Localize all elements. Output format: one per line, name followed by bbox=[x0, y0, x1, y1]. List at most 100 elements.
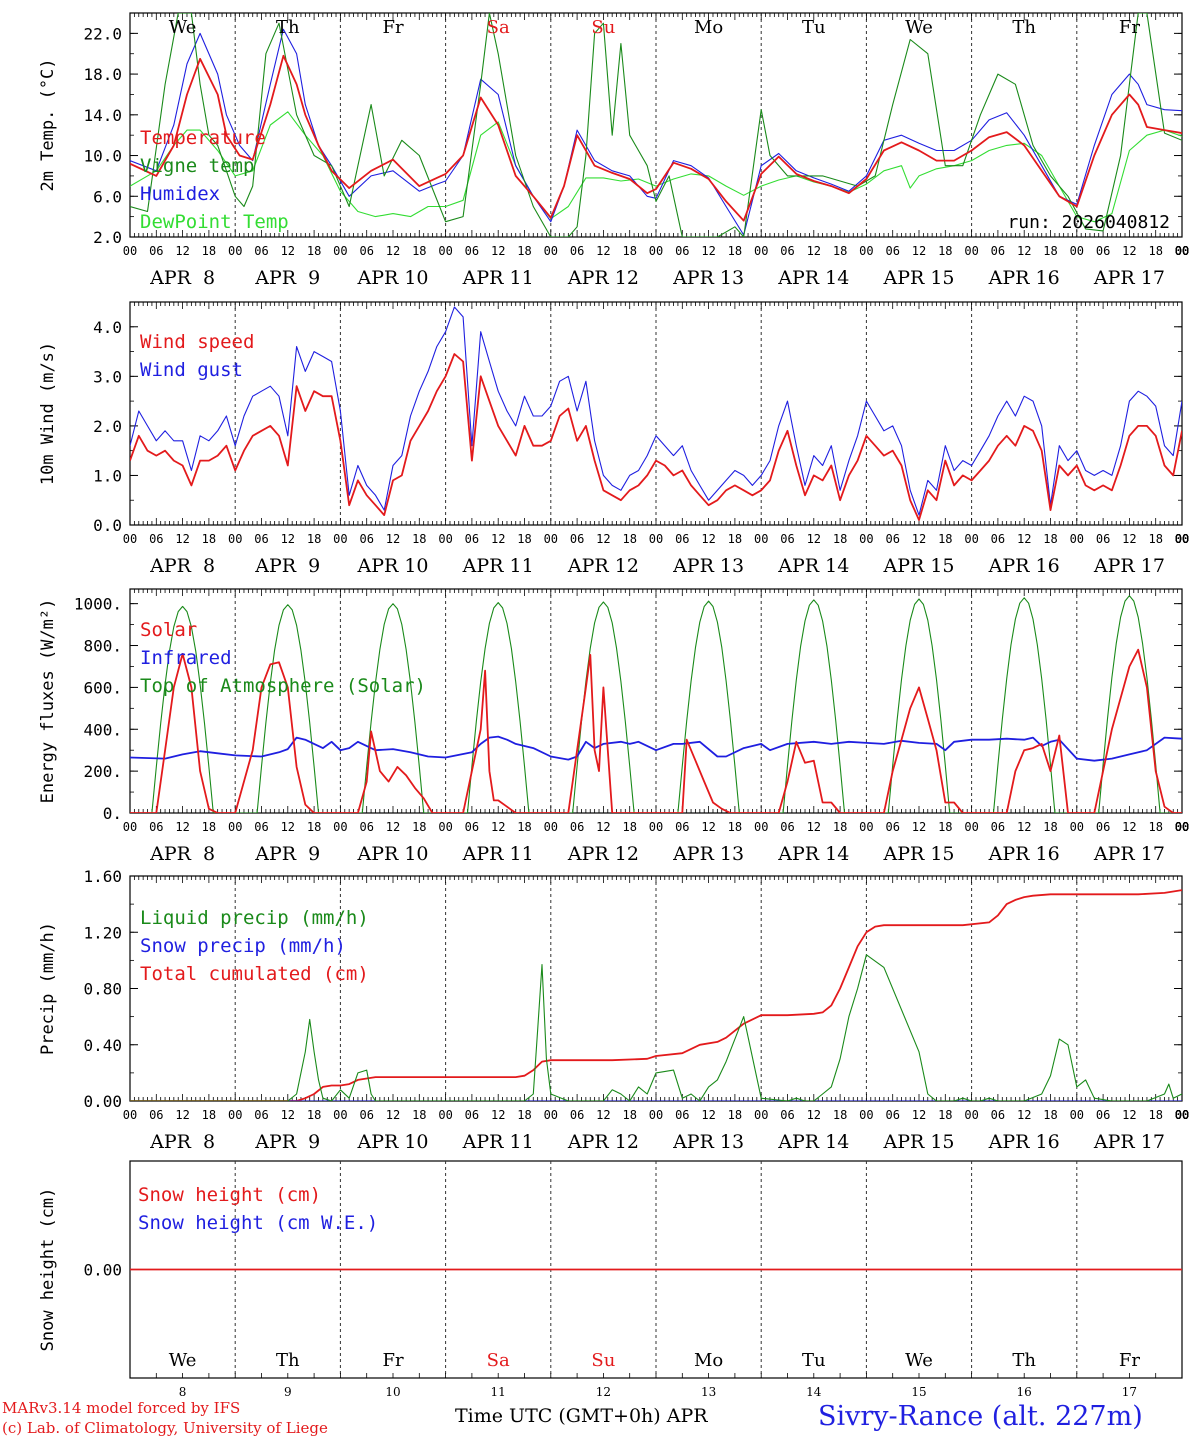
precip-series-line bbox=[130, 954, 1182, 1101]
energy-hour-label: 06 bbox=[570, 820, 584, 834]
wind-date-label: APR 14 bbox=[777, 555, 849, 577]
snow-day-date: 14 bbox=[806, 1385, 822, 1399]
precip-hour-label: 18 bbox=[833, 1108, 847, 1122]
temp-hour-label: 00 bbox=[1175, 244, 1189, 258]
wind-series-group bbox=[130, 306, 1182, 521]
precip-hour-label: 00 bbox=[859, 1108, 873, 1122]
temp-day-name: Fr bbox=[1119, 17, 1140, 38]
temp-hour-label: 18 bbox=[728, 244, 742, 258]
precip-hour-label: 00 bbox=[1175, 1108, 1189, 1122]
precip-series-group bbox=[130, 889, 1182, 1101]
wind-hour-label: 06 bbox=[359, 532, 373, 546]
wind-panel: 00 06 12 18 00 00 06 12 18 00 00 06 12 18 00 00 06 12 18 00… bbox=[38, 301, 1189, 577]
energy-date-label: APR 9 bbox=[254, 843, 320, 865]
temp-legend-entry: DewPoint Temp bbox=[140, 211, 289, 233]
wind-hour-label: 00 bbox=[544, 532, 558, 546]
temp-hour-label: 18 bbox=[938, 244, 952, 258]
temp-hour-label: 00 bbox=[1175, 244, 1189, 258]
energy-y-tick-label: 600. bbox=[83, 678, 122, 697]
wind-legend-entry: Wind gust bbox=[140, 359, 243, 381]
energy-hour-label: 06 bbox=[991, 820, 1005, 834]
precip-hour-label: 12 bbox=[1017, 1108, 1031, 1122]
precip-hour-label: 00 bbox=[1175, 1108, 1189, 1122]
temp-hour-label: 06 bbox=[780, 244, 794, 258]
temp-hour-label: 00 bbox=[1175, 244, 1189, 258]
energy-date-label: APR 11 bbox=[462, 843, 534, 865]
wind-hour-label: 12 bbox=[281, 532, 295, 546]
wind-hour-label: 00 bbox=[964, 532, 978, 546]
precip-hour-label: 00 bbox=[228, 1108, 242, 1122]
temp-series-line bbox=[130, 28, 1182, 236]
temp-hour-label: 00 bbox=[964, 244, 978, 258]
energy-hour-label: 00 bbox=[544, 820, 558, 834]
energy-panel: 00 06 12 18 00 00 06 12 18 00 00 06 12 18 00 00 06 12 18 00… bbox=[38, 588, 1189, 865]
energy-hour-label: 00 bbox=[1175, 820, 1189, 834]
precip-date-label: APR 8 bbox=[149, 1131, 215, 1153]
temp-hour-label: 00 bbox=[1175, 244, 1189, 258]
temp-hour-label: 12 bbox=[281, 244, 295, 258]
wind-hour-label: 06 bbox=[675, 532, 689, 546]
energy-hour-label: 18 bbox=[833, 820, 847, 834]
station-label: Sivry-Rance (alt. 227m) bbox=[818, 1401, 1143, 1432]
temp-day-name: Th bbox=[276, 17, 300, 38]
precip-hour-label: 12 bbox=[491, 1108, 505, 1122]
energy-hour-label: 00 bbox=[333, 820, 347, 834]
temp-hour-label: 18 bbox=[622, 244, 636, 258]
wind-hour-label: 06 bbox=[465, 532, 479, 546]
temp-y-axis-label: 2m Temp. (°C) bbox=[38, 58, 58, 191]
wind-date-label: APR 16 bbox=[988, 555, 1060, 577]
precip-hour-label: 12 bbox=[175, 1108, 189, 1122]
temp-day-name: Mo bbox=[694, 17, 723, 38]
temp-hour-label: 06 bbox=[254, 244, 268, 258]
precip-date-label: APR 13 bbox=[672, 1131, 744, 1153]
wind-hour-label: 18 bbox=[517, 532, 531, 546]
temp-hour-label: 06 bbox=[465, 244, 479, 258]
temp-date-label: APR 9 bbox=[254, 267, 320, 289]
precip-hour-label: 00 bbox=[123, 1108, 137, 1122]
energy-hour-label: 00 bbox=[1070, 820, 1084, 834]
energy-legend-entry: Solar bbox=[140, 619, 197, 641]
energy-date-label: APR 8 bbox=[149, 843, 215, 865]
temp-hour-label: 00 bbox=[544, 244, 558, 258]
wind-hour-label: 00 bbox=[859, 532, 873, 546]
temp-panel: 00 06 12 18 00 00 06 12 18 00 00 06 12 18 00 00 06 12 18 00… bbox=[38, 12, 1189, 289]
energy-hour-label: 12 bbox=[1017, 820, 1031, 834]
precip-hour-label: 00 bbox=[964, 1108, 978, 1122]
precip-date-label: APR 14 bbox=[777, 1131, 849, 1153]
lab-credit: (c) Lab. of Climatology, University of L… bbox=[2, 1419, 328, 1437]
temp-series-line bbox=[130, 13, 1182, 237]
wind-hour-label: 00 bbox=[438, 532, 452, 546]
wind-hour-label: 18 bbox=[412, 532, 426, 546]
wind-hour-label: 12 bbox=[701, 532, 715, 546]
snow-panel: We 8 Th 9 Fr 10 Sa 11 Su 12 Mo 13 Tu 14 We 15 Th 16 Fr 17 0.… bbox=[38, 1160, 1183, 1399]
temp-hour-label: 06 bbox=[149, 244, 163, 258]
precip-hour-label: 06 bbox=[359, 1108, 373, 1122]
precip-hour-label: 06 bbox=[991, 1108, 1005, 1122]
energy-hour-label: 18 bbox=[728, 820, 742, 834]
wind-hour-label: 00 bbox=[1175, 532, 1189, 546]
energy-hour-label: 00 bbox=[123, 820, 137, 834]
snow-day-name: Tu bbox=[802, 1350, 826, 1371]
wind-hour-label: 00 bbox=[333, 532, 347, 546]
wind-hour-label: 18 bbox=[307, 532, 321, 546]
energy-hour-label: 00 bbox=[1175, 820, 1189, 834]
precip-hour-label: 00 bbox=[1175, 1108, 1189, 1122]
snow-day-name: We bbox=[169, 1350, 197, 1371]
snow-day-name: Fr bbox=[382, 1350, 403, 1371]
energy-hour-label: 00 bbox=[1175, 820, 1189, 834]
energy-hour-label: 06 bbox=[1096, 820, 1110, 834]
wind-hour-label: 06 bbox=[254, 532, 268, 546]
precip-date-label: APR 17 bbox=[1093, 1131, 1165, 1153]
temp-hour-label: 18 bbox=[412, 244, 426, 258]
temp-hour-label: 00 bbox=[1175, 244, 1189, 258]
precip-hour-label: 00 bbox=[1070, 1108, 1084, 1122]
energy-date-label: APR 15 bbox=[882, 843, 954, 865]
energy-hour-label: 00 bbox=[1175, 820, 1189, 834]
energy-y-tick-label: 400. bbox=[83, 720, 122, 739]
temp-hour-label: 00 bbox=[1175, 244, 1189, 258]
energy-hour-label: 12 bbox=[386, 820, 400, 834]
precip-hour-label: 00 bbox=[333, 1108, 347, 1122]
wind-date-label: APR 11 bbox=[462, 555, 534, 577]
temp-hour-label: 00 bbox=[1175, 244, 1189, 258]
snow-legend-entry: Snow height (cm W.E.) bbox=[138, 1212, 378, 1234]
